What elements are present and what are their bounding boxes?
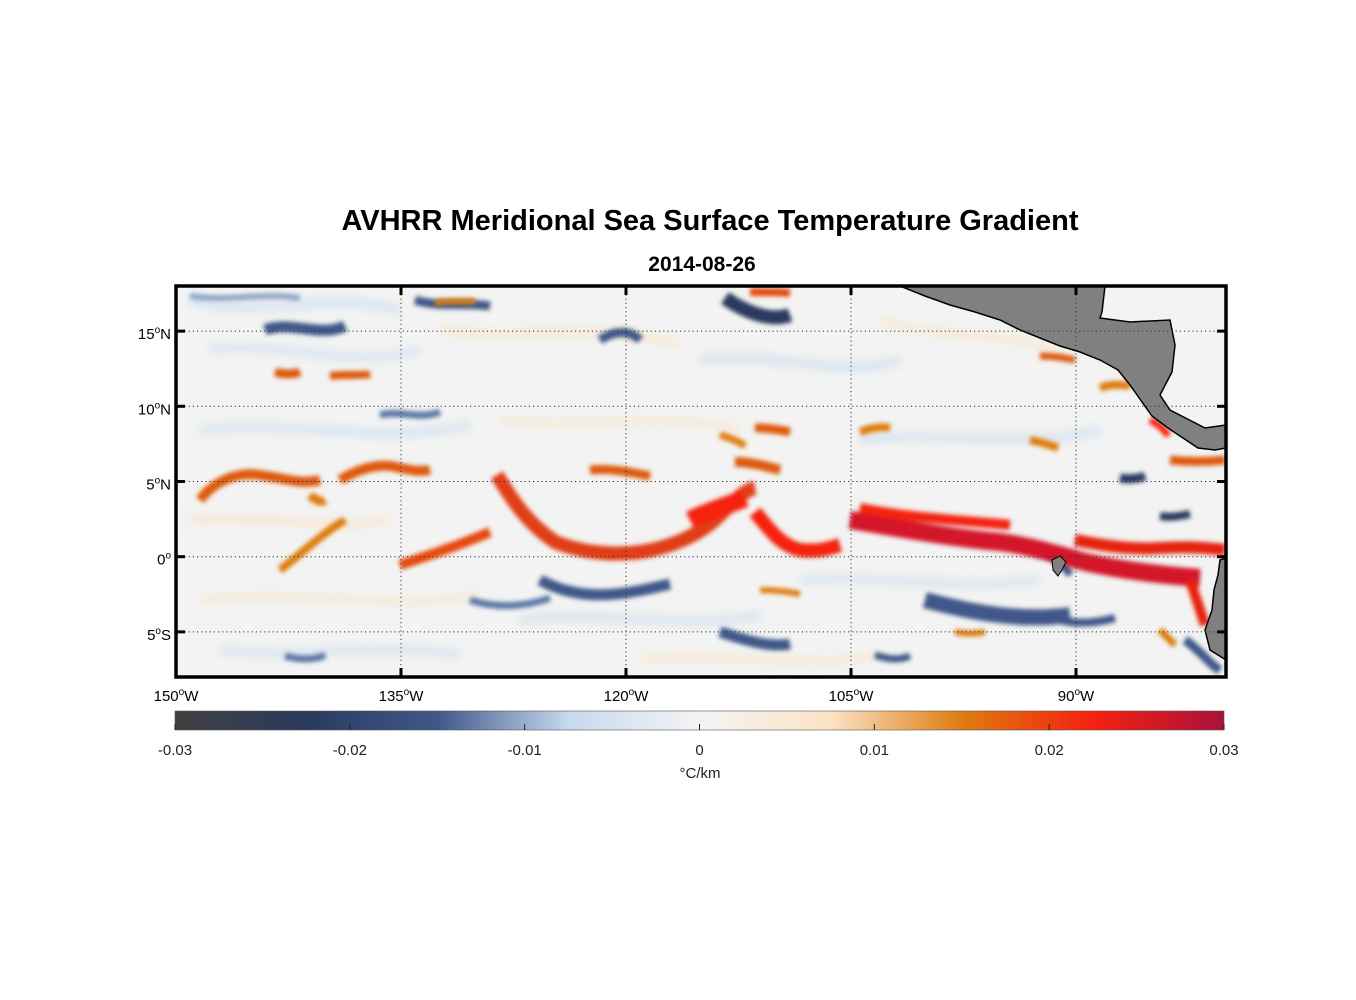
degree-mark: o: [165, 551, 171, 562]
hemisphere: S: [161, 627, 171, 644]
colorbar-tick-label: 0.01: [860, 742, 889, 759]
tick-number: 120: [604, 688, 629, 705]
degree-mark: o: [1074, 687, 1080, 698]
tick-number: 150: [154, 688, 179, 705]
chart-title: AVHRR Meridional Sea Surface Temperature…: [341, 205, 1079, 237]
lon-tick-label: 90oW: [1058, 687, 1095, 705]
hemisphere: W: [184, 688, 199, 705]
hemisphere: W: [1080, 688, 1095, 705]
tick-marks: [174, 286, 1226, 677]
hemisphere: N: [160, 477, 171, 494]
lat-tick-label: 15oN: [138, 325, 171, 343]
colorbar-ticks: -0.03 -0.02 -0.01 0 0.01 0.02 0.03: [158, 724, 1239, 759]
degree-mark: o: [155, 476, 161, 487]
lon-tick-label: 150oW: [154, 687, 200, 705]
tick-number: 135: [379, 688, 404, 705]
hemisphere: N: [160, 401, 171, 418]
degree-mark: o: [404, 687, 410, 698]
degree-mark: o: [155, 626, 161, 637]
hemisphere: W: [409, 688, 424, 705]
land-mass: [899, 286, 1226, 661]
tick-number: 5: [147, 627, 155, 644]
warm-anomalies: [196, 288, 1226, 648]
degree-mark: o: [629, 687, 635, 698]
hemisphere: W: [859, 688, 874, 705]
colorbar-tick-label: 0.03: [1209, 742, 1238, 759]
tick-number: 105: [829, 688, 854, 705]
lon-tick-labels: 150oW 135oW 120oW 105oW 90oW: [154, 687, 1095, 705]
lat-tick-label: 5oS: [147, 626, 171, 644]
degree-mark: o: [155, 400, 161, 411]
colorbar-tick-label: -0.01: [508, 742, 542, 759]
lon-tick-label: 105oW: [829, 687, 875, 705]
cold-anomalies: [189, 292, 1223, 675]
tick-number: 5: [146, 477, 154, 494]
colorbar-tick-label: -0.03: [158, 742, 192, 759]
tick-number: 90: [1058, 688, 1075, 705]
hemisphere: W: [634, 688, 649, 705]
gradient-field: [188, 286, 1226, 675]
tick-number: 15: [138, 326, 155, 343]
degree-mark: o: [155, 325, 161, 336]
grid-lines: [176, 286, 1226, 677]
lat-tick-label: 0o: [157, 551, 171, 569]
colorbar-label: °C/km: [680, 765, 721, 782]
lat-tick-label: 5oN: [146, 476, 171, 494]
chart-subtitle: 2014-08-26: [648, 253, 756, 276]
hemisphere: N: [160, 326, 171, 343]
background-texture: [188, 295, 1102, 665]
colorbar-tick-label: 0.02: [1035, 742, 1064, 759]
degree-mark: o: [854, 687, 860, 698]
colorbar-tick-label: -0.02: [333, 742, 367, 759]
degree-mark: o: [179, 687, 185, 698]
tick-number: 10: [138, 401, 155, 418]
lon-tick-label: 135oW: [379, 687, 425, 705]
tick-number: 0: [157, 552, 165, 569]
lat-tick-label: 10oN: [138, 400, 171, 418]
lon-tick-label: 120oW: [604, 687, 650, 705]
colorbar-tick-label: 0: [695, 742, 703, 759]
